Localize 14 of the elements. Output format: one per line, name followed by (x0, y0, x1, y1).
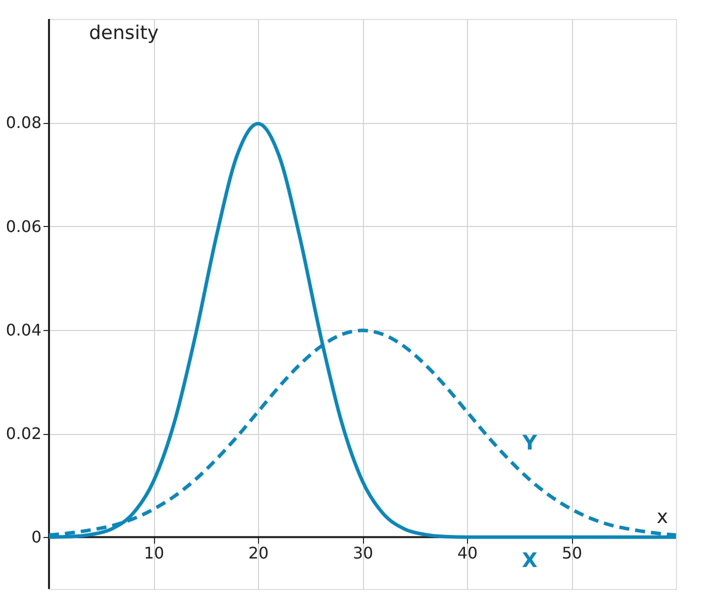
y-tick-label: 0.04 (6, 320, 42, 340)
x-tick-label: 20 (248, 544, 269, 563)
x-tick-label: 10 (144, 544, 164, 563)
x-tick-label: 30 (352, 544, 374, 563)
y-tick-label: 0.08 (6, 113, 42, 132)
y-tick-label: 0 (31, 528, 42, 547)
series-label: Y (521, 430, 538, 455)
x-tick-label: 40 (457, 544, 478, 563)
y-tick-label: 0.02 (6, 424, 42, 444)
x-axis-title: x (656, 506, 668, 528)
y-tick-label: 0.06 (6, 216, 42, 236)
y-axis-title: density (89, 22, 159, 44)
x-tick-label: 50 (562, 544, 582, 563)
series-label: X (522, 548, 538, 572)
